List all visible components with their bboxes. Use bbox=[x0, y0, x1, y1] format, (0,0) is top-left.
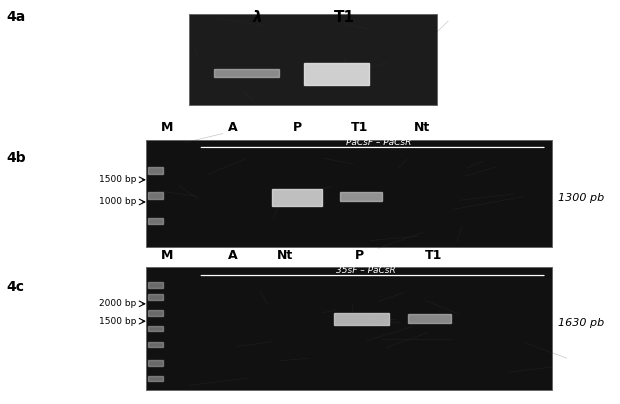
Text: 4b: 4b bbox=[6, 152, 26, 166]
Text: 1300 pb: 1300 pb bbox=[558, 193, 604, 203]
Bar bbox=[214, 69, 279, 77]
Text: A: A bbox=[228, 121, 237, 134]
Text: T1: T1 bbox=[351, 121, 368, 134]
Text: M: M bbox=[161, 121, 174, 134]
Bar bbox=[148, 192, 163, 199]
Text: P: P bbox=[293, 121, 302, 134]
Text: 1630 pb: 1630 pb bbox=[558, 318, 604, 328]
Bar bbox=[148, 342, 163, 347]
Text: PaCsF – PaCsR: PaCsF – PaCsR bbox=[345, 138, 411, 147]
Text: 1000 bp: 1000 bp bbox=[99, 198, 136, 206]
Bar bbox=[334, 313, 389, 325]
Bar bbox=[148, 167, 163, 174]
Text: T1: T1 bbox=[334, 10, 355, 25]
Text: M: M bbox=[161, 249, 174, 262]
Bar bbox=[146, 140, 552, 247]
Text: 1500 bp: 1500 bp bbox=[99, 317, 136, 326]
Bar bbox=[148, 326, 163, 331]
Bar bbox=[272, 189, 322, 206]
Bar bbox=[148, 360, 163, 366]
Text: 2000 bp: 2000 bp bbox=[99, 299, 136, 308]
Text: P: P bbox=[355, 249, 364, 262]
Text: Nt: Nt bbox=[414, 121, 430, 134]
Bar bbox=[408, 314, 451, 323]
Text: 35sF – PaCsR: 35sF – PaCsR bbox=[336, 266, 396, 275]
Text: λ: λ bbox=[252, 10, 262, 25]
Bar bbox=[148, 218, 163, 224]
Bar bbox=[148, 282, 163, 288]
Text: 4a: 4a bbox=[6, 10, 25, 24]
Text: Nt: Nt bbox=[277, 249, 293, 262]
Bar bbox=[148, 310, 163, 316]
Bar bbox=[340, 192, 382, 201]
Text: 4c: 4c bbox=[6, 280, 24, 294]
Bar bbox=[148, 294, 163, 300]
Text: A: A bbox=[228, 249, 237, 262]
Bar bbox=[148, 376, 163, 381]
Bar bbox=[304, 63, 369, 85]
Text: 1500 bp: 1500 bp bbox=[99, 175, 136, 184]
Bar bbox=[146, 267, 552, 390]
Bar bbox=[189, 14, 437, 105]
Text: T1: T1 bbox=[425, 249, 443, 262]
